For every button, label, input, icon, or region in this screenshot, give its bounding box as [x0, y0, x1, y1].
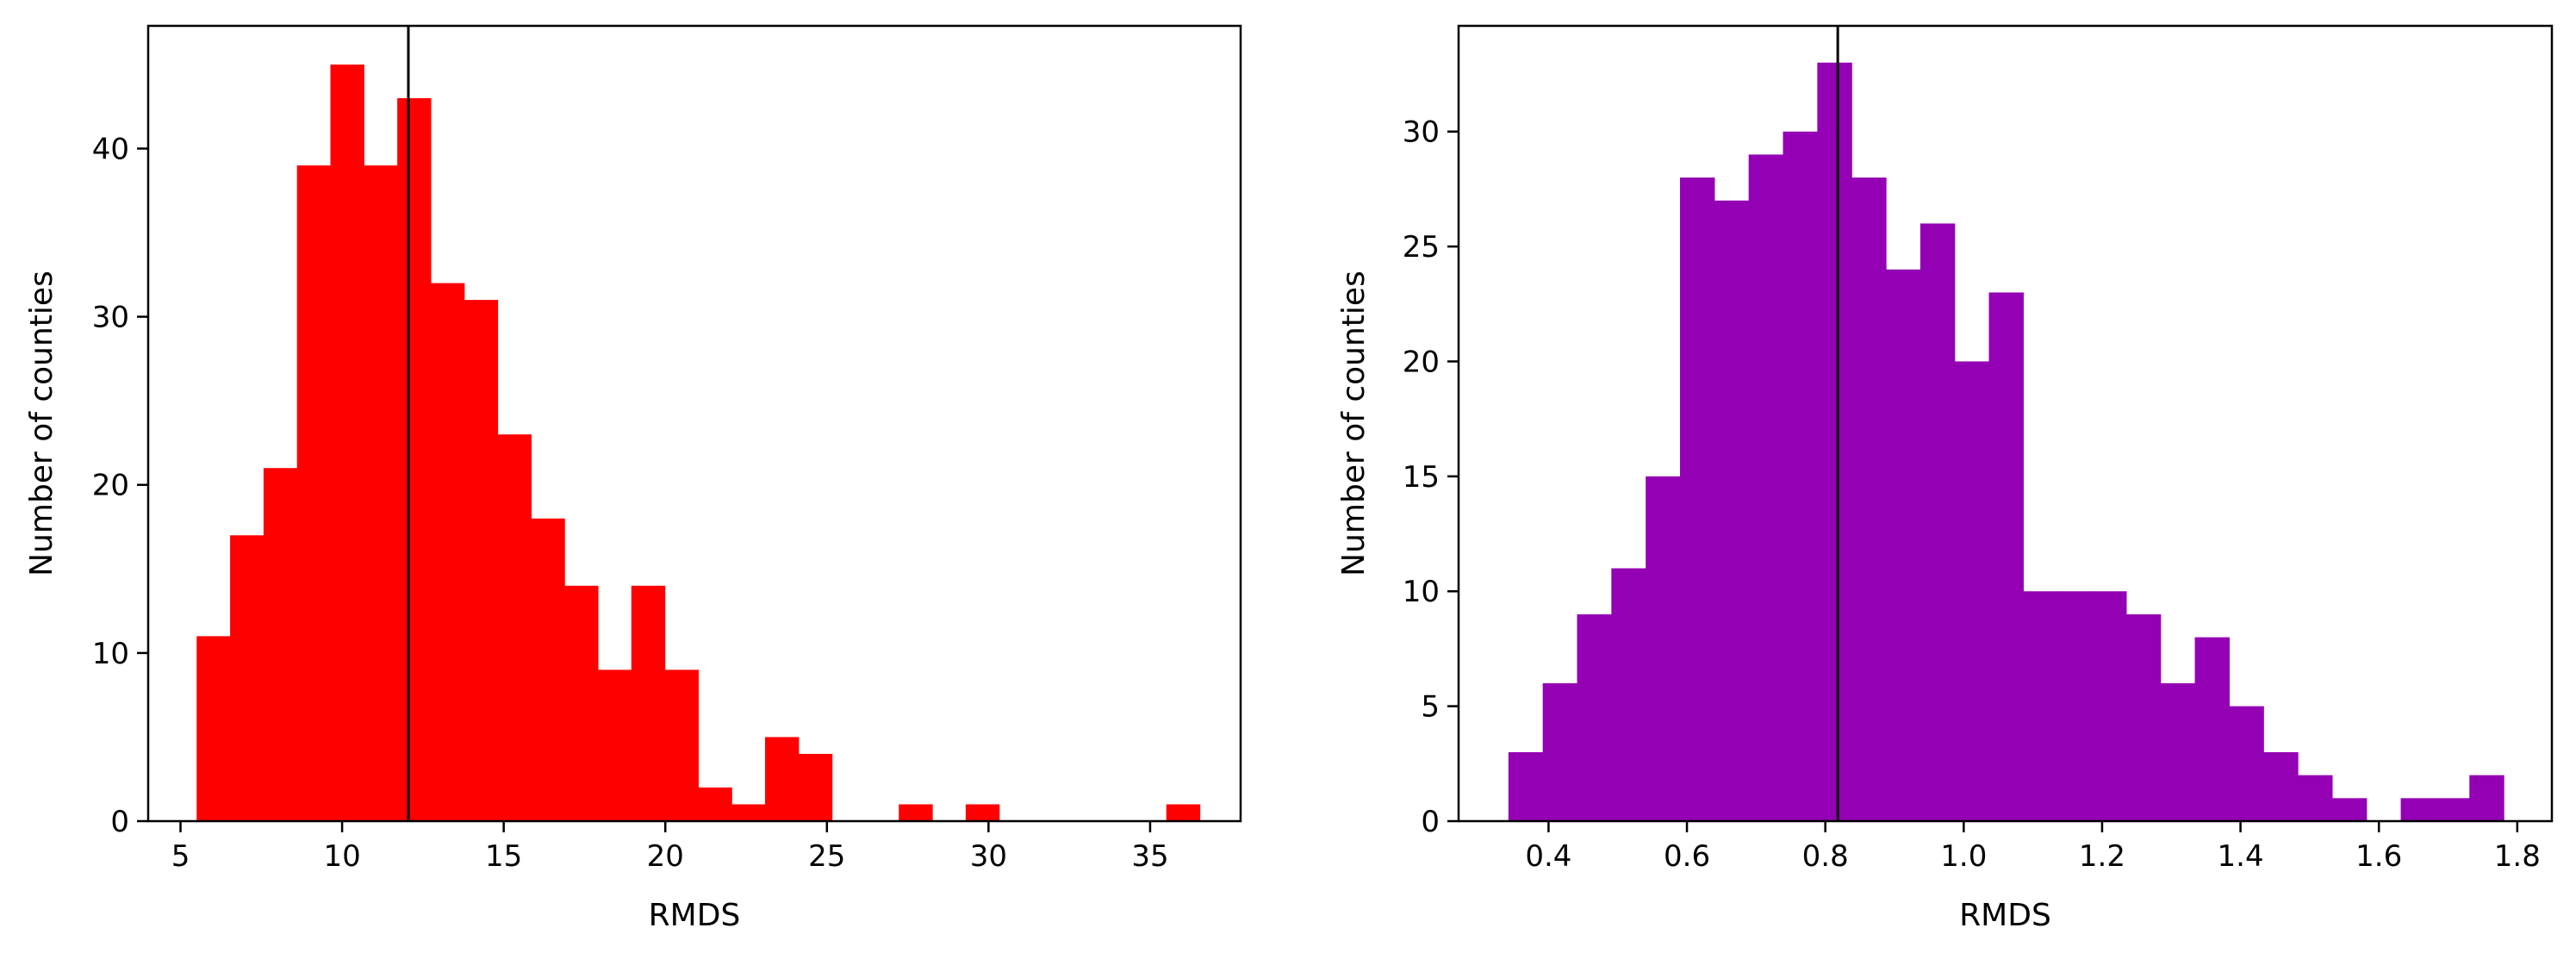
left-bar [364, 165, 398, 822]
right-bar [2331, 798, 2368, 821]
left-x-tick-label: 30 [970, 839, 1007, 874]
right-x-tick-label: 1.4 [2218, 839, 2264, 874]
right-bar [2160, 682, 2196, 821]
right-bar [1988, 292, 2024, 822]
left-plot-frame [146, 24, 1242, 823]
right-y-axis-label: Number of counties [1336, 271, 1372, 576]
left-bar [464, 300, 499, 822]
left-y-tick-label: 40 [92, 132, 129, 166]
left-bar [698, 787, 732, 821]
left-x-tick-label: 5 [171, 839, 190, 874]
right-histogram-bars [1508, 62, 2504, 822]
right-bar [2469, 775, 2504, 821]
left-bar [1166, 804, 1201, 821]
right-bar [2057, 591, 2093, 821]
right-bar [2229, 706, 2264, 821]
right-bar [1577, 613, 1612, 821]
left-x-tick-label: 35 [1131, 839, 1168, 874]
right-plot-frame [1457, 24, 2554, 823]
left-x-tick-label: 20 [647, 839, 684, 874]
left-y-tick-label: 0 [110, 805, 129, 839]
left-y-axis: 0 10 20 30 40 [92, 132, 148, 839]
right-bar [1954, 361, 1990, 821]
right-x-tick-label: 1.8 [2494, 839, 2541, 874]
right-bar [1508, 751, 1544, 821]
left-x-tick-label: 15 [485, 839, 522, 874]
left-y-axis-label: Number of counties [24, 271, 59, 576]
left-bar [664, 669, 700, 821]
left-bar [731, 804, 766, 821]
left-bar [765, 737, 800, 821]
right-bar [1680, 177, 1715, 821]
left-bar [798, 753, 833, 821]
left-y-tick-label: 20 [92, 469, 129, 503]
right-bar [2023, 591, 2058, 821]
right-x-tick-label: 1.6 [2355, 839, 2402, 874]
left-y-tick-label: 10 [92, 637, 129, 671]
left-bar [631, 585, 666, 821]
right-bar [1920, 223, 1956, 821]
left-x-axis: 5 10 15 20 25 30 35 [171, 821, 1169, 874]
left-bar [196, 636, 231, 821]
left-bar [597, 669, 632, 821]
right-y-tick-label: 25 [1403, 230, 1440, 265]
right-y-tick-label: 30 [1403, 115, 1440, 150]
left-bar [531, 518, 565, 821]
left-histogram-bars [196, 64, 1201, 822]
right-bar [2435, 798, 2470, 821]
left-bar [430, 283, 465, 821]
right-y-tick-label: 10 [1403, 575, 1440, 609]
right-bar [1783, 131, 1818, 821]
right-bar [1817, 62, 1852, 822]
right-x-tick-label: 0.4 [1525, 839, 1571, 874]
right-bar [1611, 568, 1646, 821]
right-y-tick-label: 0 [1421, 805, 1440, 839]
right-x-tick-label: 1.2 [2079, 839, 2125, 874]
right-x-tick-label: 0.8 [1802, 839, 1849, 874]
left-bar [397, 97, 432, 822]
right-bar [2125, 613, 2162, 821]
chart-right-panel: 0.4 0.6 0.8 1.0 1.2 1.4 1.6 1.8 0 5 10 15 20 25 30 RM… [1336, 24, 2554, 933]
left-x-tick-label: 25 [808, 839, 845, 874]
right-bar [1886, 269, 1921, 821]
right-y-axis: 0 5 10 15 20 25 30 [1403, 115, 1459, 839]
right-bar [1542, 682, 1578, 821]
left-y-tick-label: 30 [92, 301, 129, 335]
right-bar [2263, 751, 2299, 821]
left-bar [899, 804, 933, 821]
right-bar [2092, 591, 2127, 821]
right-x-axis-label: RMDS [1959, 898, 2051, 933]
right-bar [1646, 476, 1681, 821]
left-bar [965, 804, 1000, 821]
right-y-tick-label: 15 [1403, 460, 1440, 495]
right-y-tick-label: 5 [1421, 690, 1440, 725]
left-bar [296, 165, 332, 822]
right-bar [1748, 154, 1784, 822]
right-x-tick-label: 0.6 [1664, 839, 1710, 874]
right-x-axis: 0.4 0.6 0.8 1.0 1.2 1.4 1.6 1.8 [1525, 821, 2541, 874]
left-bar [330, 64, 364, 822]
right-bar [1714, 200, 1750, 822]
right-bar [2298, 775, 2333, 821]
left-bar [497, 434, 532, 821]
chart-left-panel: 5 10 15 20 25 30 35 0 10 20 30 40 RMDS Number of c… [24, 24, 1242, 933]
right-bar [2194, 637, 2231, 821]
left-bar [263, 468, 298, 821]
left-x-tick-label: 10 [323, 839, 360, 874]
left-bar [230, 535, 264, 821]
right-y-tick-label: 20 [1403, 345, 1440, 379]
left-bar [564, 585, 599, 821]
left-x-axis-label: RMDS [649, 898, 741, 933]
right-bar [2400, 798, 2436, 821]
right-bar [1851, 177, 1887, 821]
right-x-tick-label: 1.0 [1940, 839, 1987, 874]
